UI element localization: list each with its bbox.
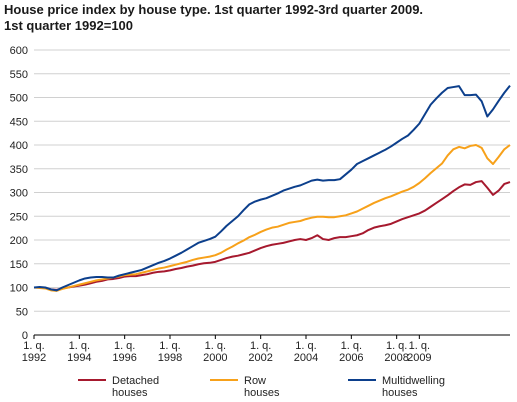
x-tick-label-top: 1. q.: [159, 340, 180, 352]
x-tick-label-year: 2000: [203, 352, 227, 364]
legend: DetachedhousesRowhousesMultidwellinghous…: [78, 375, 445, 399]
x-tick-label-year: 1992: [22, 352, 46, 364]
legend-label-sub: houses: [112, 387, 148, 399]
x-tick-label-top: 1. q.: [409, 340, 430, 352]
x-tick-label-top: 1. q.: [341, 340, 362, 352]
legend-label-sub: houses: [382, 387, 418, 399]
y-tick-label: 600: [10, 45, 28, 57]
series-lines: [33, 85, 511, 292]
series-line-row: [33, 144, 511, 292]
y-tick-label: 550: [10, 69, 28, 81]
y-tick-label: 200: [10, 235, 28, 247]
chart-title: House price index by house type. 1st qua…: [4, 2, 514, 34]
x-tick-label-top: 1. q.: [114, 340, 135, 352]
y-tick-label: 250: [10, 211, 28, 223]
y-tick-label: 500: [10, 93, 28, 105]
x-tick-label-year: 2006: [339, 352, 363, 364]
legend-label: Row: [244, 375, 266, 387]
y-tick-label: 150: [10, 259, 28, 271]
chart-title-line1: House price index by house type. 1st qua…: [4, 2, 424, 17]
x-tick-label-year: 1998: [158, 352, 182, 364]
grid-lines: [34, 49, 510, 336]
y-tick-label: 100: [10, 283, 28, 295]
y-axis-ticks: 0 50 100 150 200 250 300 350 400 450 500 550 600: [10, 45, 28, 342]
x-tick-label-top: 1. q.: [69, 340, 90, 352]
y-tick-label: 0: [22, 330, 28, 342]
legend-label: Multidwelling: [382, 375, 445, 387]
legend-label-sub: houses: [244, 387, 280, 399]
chart-title-line2: 1st quarter 1992=100: [4, 18, 134, 33]
x-tick-label-top: 1. q.: [250, 340, 271, 352]
x-tick-label-year: 2004: [294, 352, 318, 364]
y-tick-label: 350: [10, 164, 28, 176]
y-tick-label: 450: [10, 116, 28, 128]
x-tick-label-year: 2008: [384, 352, 408, 364]
series-line-multidwelling: [33, 85, 511, 292]
x-tick-label-year: 1996: [112, 352, 136, 364]
y-tick-label: 400: [10, 140, 28, 152]
x-tick-label-top: 1. q.: [386, 340, 407, 352]
x-tick-label-top: 1. q.: [23, 340, 44, 352]
x-tick-label-year: 2002: [248, 352, 272, 364]
legend-label: Detached: [112, 375, 159, 387]
x-tick-label-top: 1. q.: [205, 340, 226, 352]
y-tick-label: 300: [10, 188, 28, 200]
x-tick-label-top: 1. q.: [295, 340, 316, 352]
series-line-detached: [34, 180, 511, 291]
x-tick-label-year: 1994: [67, 352, 91, 364]
y-tick-label: 50: [16, 306, 28, 318]
x-tick-label-year: 2009: [407, 352, 431, 364]
